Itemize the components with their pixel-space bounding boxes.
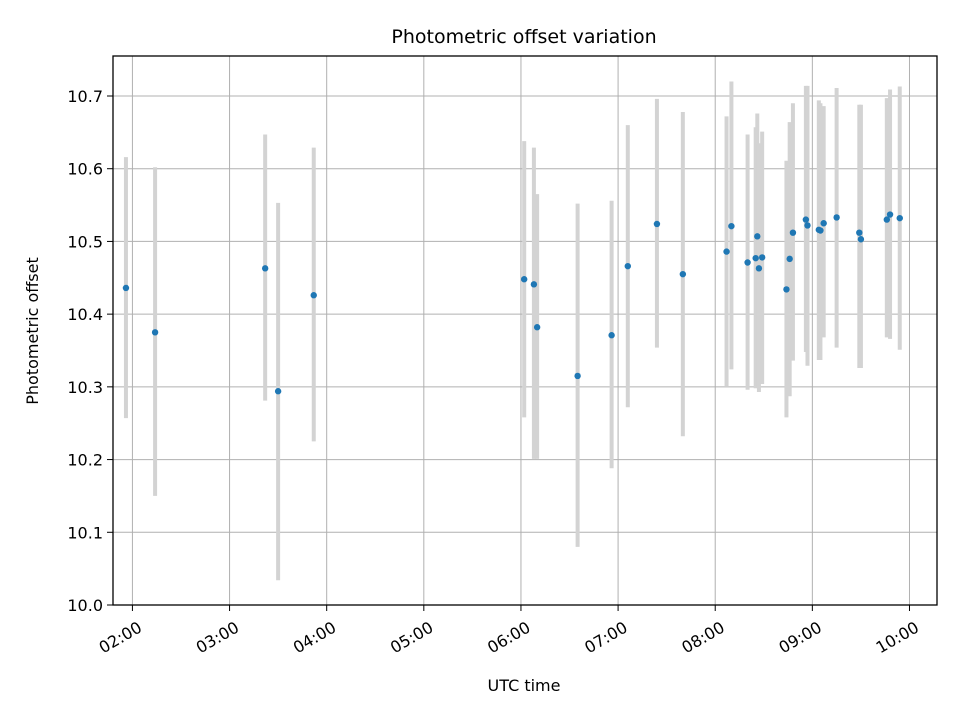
- x-axis: 02:00 03:00 04:00 05:00 06:00 07:00 08:00 09:00…: [96, 605, 922, 657]
- y-tick-label: 10.7: [67, 87, 103, 106]
- data-point: [723, 248, 730, 255]
- data-point: [274, 388, 282, 395]
- data-point: [151, 329, 159, 336]
- x-tick-label: 05:00: [387, 618, 436, 658]
- y-tick-label: 10.5: [67, 232, 103, 251]
- plot-frame: [112, 55, 938, 606]
- x-tick-label: 03:00: [193, 618, 242, 658]
- y-tick-label: 10.1: [67, 523, 103, 542]
- data-point: [122, 284, 130, 292]
- data-point: [833, 214, 840, 221]
- data-point: [802, 216, 810, 223]
- data-point: [608, 332, 615, 339]
- data-point: [789, 229, 797, 236]
- y-tick-label: 10.6: [67, 160, 103, 179]
- y-axis-label: Photometric offset: [23, 257, 42, 405]
- data-point: [530, 281, 538, 288]
- data-point: [856, 229, 863, 236]
- y-tick-label: 10.4: [67, 305, 103, 324]
- data-point: [261, 265, 269, 272]
- x-tick-label: 09:00: [776, 618, 825, 658]
- x-tick-label: 07:00: [581, 618, 630, 658]
- x-tick-label: 08:00: [678, 618, 727, 658]
- data-point: [752, 254, 759, 262]
- x-tick-label: 06:00: [484, 618, 533, 658]
- x-tick-label: 02:00: [96, 618, 145, 658]
- data-point: [574, 372, 581, 380]
- data-points: [122, 211, 903, 395]
- data-point: [755, 265, 763, 272]
- data-point: [653, 220, 661, 228]
- data-point: [728, 222, 735, 230]
- data-point: [520, 276, 528, 283]
- chart-title: Photometric offset variation: [391, 26, 656, 48]
- y-tick-label: 10.0: [67, 596, 103, 615]
- error-bars: [123, 81, 902, 581]
- data-point: [758, 254, 766, 261]
- data-point: [744, 259, 751, 266]
- data-point: [820, 220, 827, 227]
- data-point: [896, 214, 903, 222]
- data-point: [533, 324, 541, 331]
- data-point: [786, 255, 793, 263]
- data-point: [679, 270, 687, 278]
- data-point: [883, 216, 891, 223]
- data-point: [817, 227, 824, 234]
- x-axis-label: UTC time: [488, 676, 561, 695]
- data-point: [754, 233, 761, 240]
- data-point: [886, 211, 894, 218]
- data-point: [310, 292, 317, 299]
- data-point: [804, 222, 811, 229]
- data-point: [624, 262, 631, 270]
- y-tick-label: 10.2: [67, 451, 103, 470]
- y-axis: 10.0 10.1 10.2 10.3 10.4 10.5 10.6 10.7: [67, 87, 113, 615]
- data-point: [783, 286, 790, 293]
- x-tick-label: 10:00: [873, 618, 922, 658]
- y-tick-label: 10.3: [67, 378, 103, 397]
- x-tick-label: 04:00: [290, 618, 339, 658]
- data-point: [857, 236, 865, 243]
